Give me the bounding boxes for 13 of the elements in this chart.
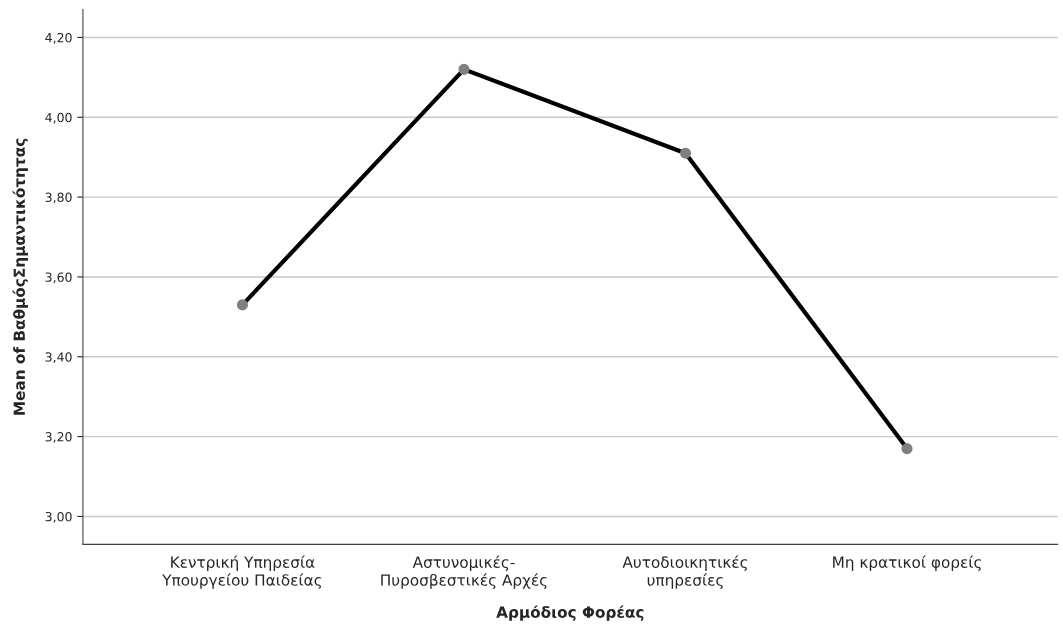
y-axis-title: Mean of ΒαθμόςΣημαντικότητας	[12, 138, 28, 415]
x-tick-label: Κεντρική Υπηρεσία Υπουργείου Παιδείας	[162, 555, 322, 589]
y-tick-label: 4,00	[45, 112, 72, 124]
y-tick-label: 3,80	[45, 192, 72, 204]
x-tick-label: Μη κρατικοί φορείς	[833, 555, 981, 571]
x-tick-label: Αστυνομικές- Πυροσβεστικές Αρχές	[381, 555, 547, 589]
y-tick-label: 4,20	[45, 32, 72, 44]
x-axis-title: Αρμόδιος Φορέας	[496, 605, 644, 621]
y-tick-label: 3,00	[45, 511, 72, 523]
y-tick-label: 3,20	[45, 432, 72, 443]
x-tick-label: Αυτοδιοικητικές υπηρεσίες	[622, 555, 748, 589]
y-tick-label: 3,60	[45, 272, 72, 284]
y-tick-label: 3,40	[45, 352, 72, 363]
